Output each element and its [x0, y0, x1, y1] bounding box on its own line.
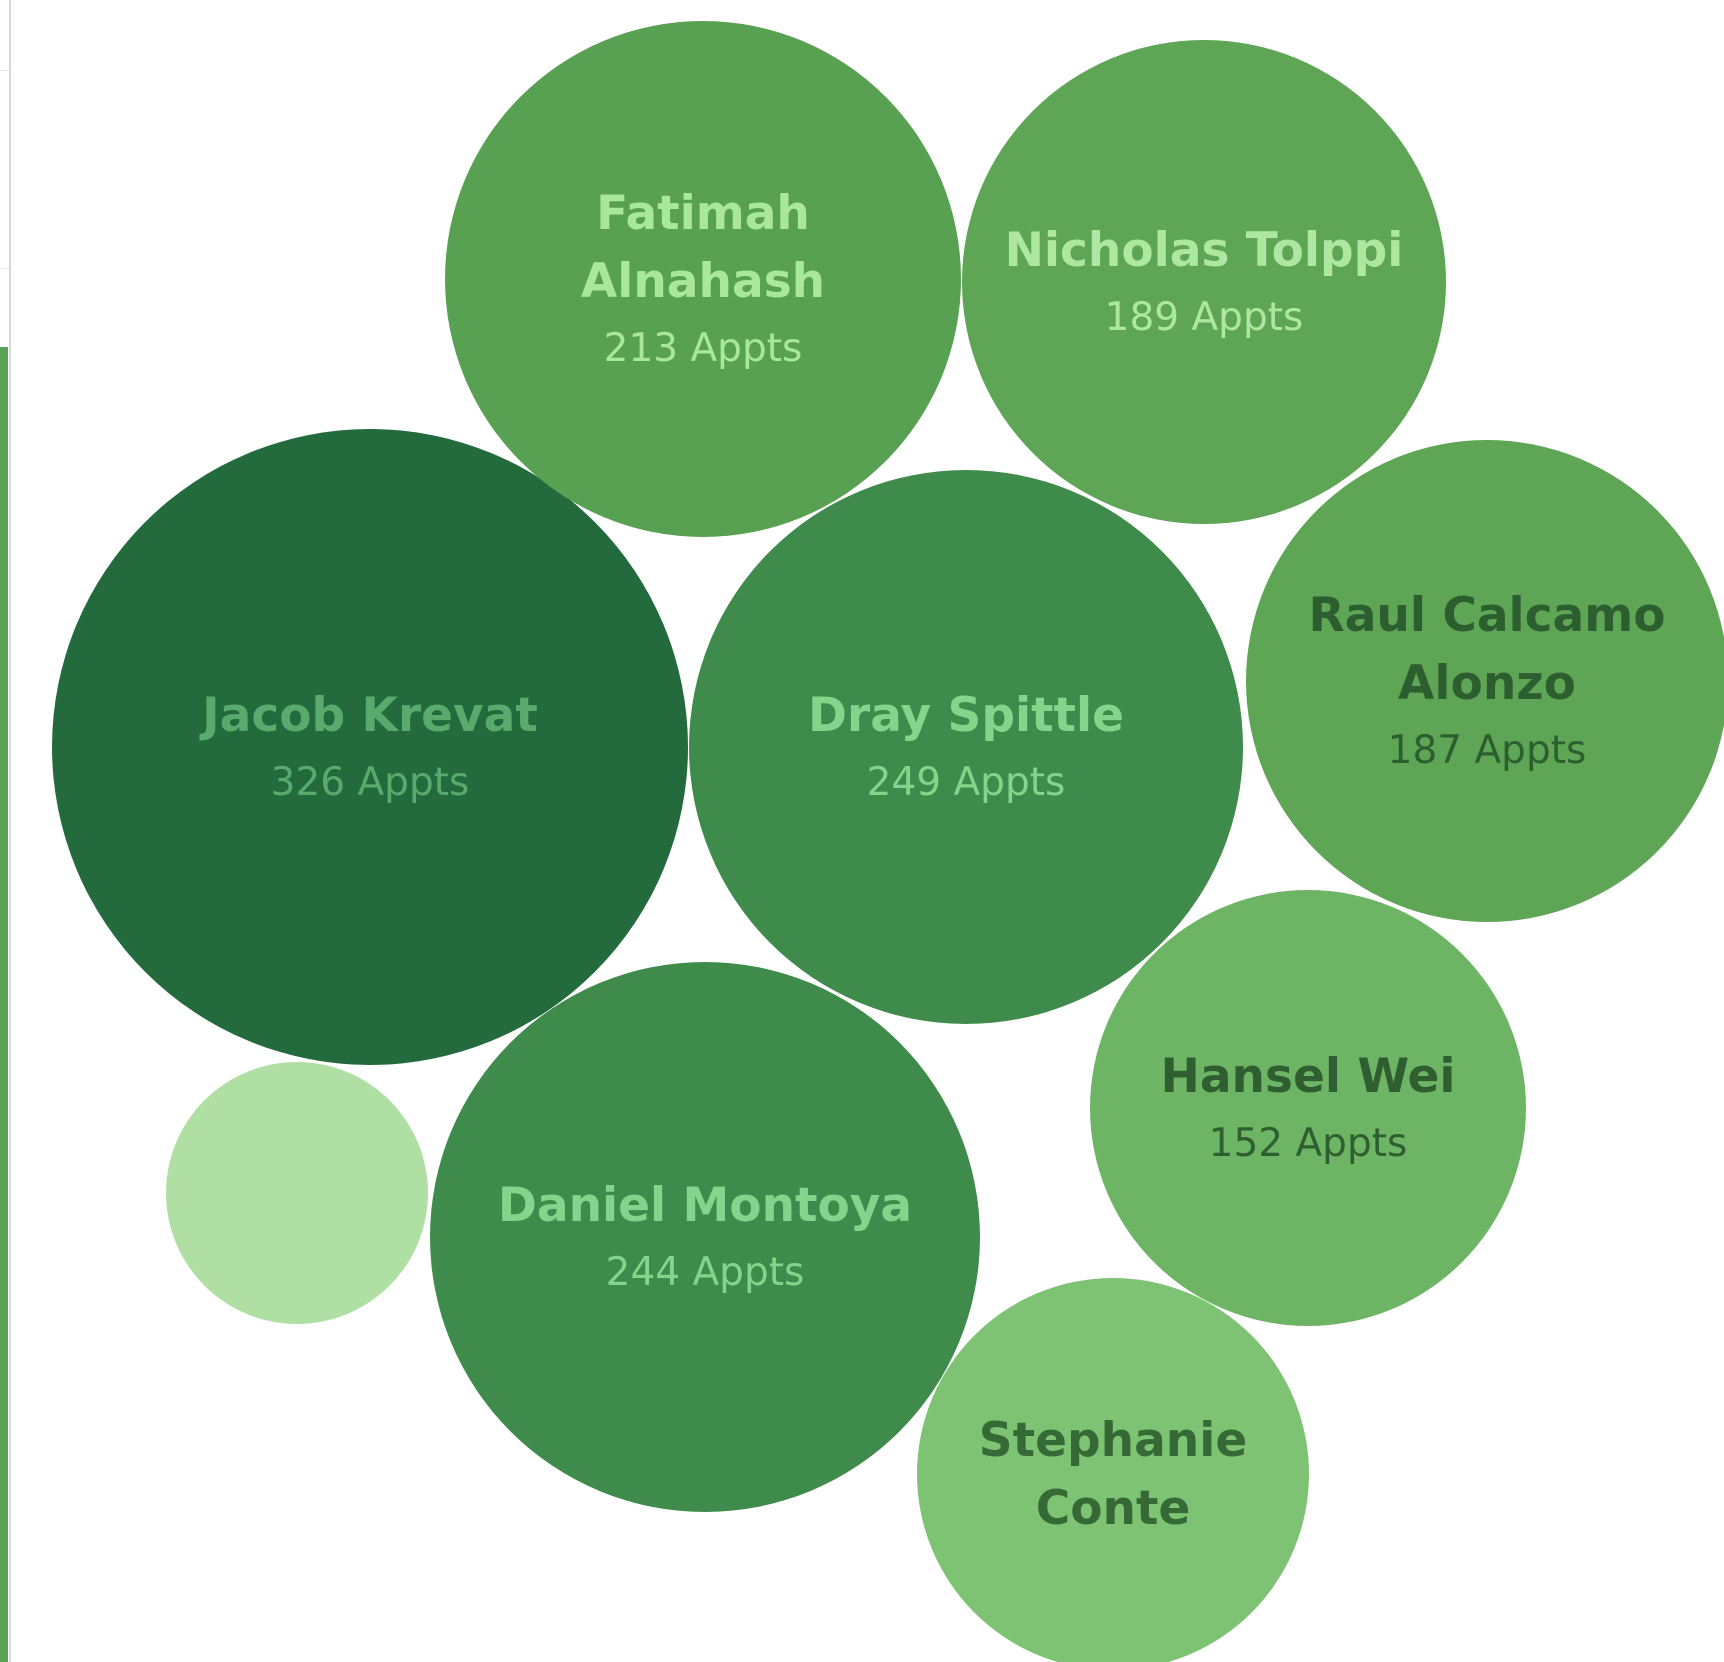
bubble-name-label: Nicholas Tolppi — [1005, 223, 1404, 278]
bubble-name-label: Raul Calcamo — [1309, 588, 1666, 643]
bubble-name-label: Jacob Krevat — [199, 688, 538, 743]
bubble-value-label: 187 Appts — [1388, 728, 1587, 773]
bubble-group[interactable]: Fatimah Alnahash 213 Appts — [445, 21, 961, 537]
bubble[interactable] — [52, 429, 688, 1065]
bubble-value-label: 213 Appts — [604, 326, 803, 371]
left-accent-bar — [0, 347, 8, 1662]
bubble-group[interactable]: Stephanie Conte — [917, 1278, 1309, 1662]
bubble[interactable] — [1090, 890, 1526, 1326]
bubble[interactable] — [430, 962, 980, 1512]
bubble[interactable] — [445, 21, 961, 537]
bubble-name-label: Conte — [1036, 1481, 1191, 1536]
bubble-group[interactable]: Hansel Wei 152 Appts — [1090, 890, 1526, 1326]
bubble-value-label: 326 Appts — [271, 760, 470, 805]
bubble-value-label: 152 Appts — [1209, 1121, 1408, 1166]
bubble-name-label: Alnahash — [581, 254, 825, 309]
bubble-name-label: Hansel Wei — [1161, 1049, 1456, 1104]
bubble[interactable] — [1246, 440, 1724, 922]
bubble-value-label: 189 Appts — [1105, 295, 1304, 340]
bubble-name-label: Dray Spittle — [808, 688, 1124, 743]
bubble-group[interactable]: Daniel Montoya 244 Appts — [430, 962, 980, 1512]
left-divider — [9, 0, 11, 1662]
bubble[interactable] — [917, 1278, 1309, 1662]
bubble[interactable] — [962, 40, 1446, 524]
bubble[interactable] — [689, 470, 1243, 1024]
bubble-value-label: 244 Appts — [606, 1250, 805, 1295]
left-divider-tick — [0, 268, 9, 269]
bubble-value-label: 249 Appts — [867, 760, 1066, 805]
bubble-name-label: Daniel Montoya — [498, 1178, 912, 1233]
bubble[interactable] — [166, 1062, 428, 1324]
bubble-group[interactable]: Raul Calcamo Alonzo 187 Appts — [1246, 440, 1724, 922]
left-divider-tick — [0, 70, 9, 71]
bubble-group[interactable] — [166, 1062, 428, 1324]
bubble-group[interactable]: Dray Spittle 249 Appts — [689, 470, 1243, 1024]
bubble-name-label: Alonzo — [1398, 656, 1576, 711]
bubble-group[interactable]: Nicholas Tolppi 189 Appts — [962, 40, 1446, 524]
bubble-name-label: Stephanie — [979, 1413, 1247, 1468]
bubble-group[interactable]: Jacob Krevat 326 Appts — [52, 429, 688, 1065]
bubble-name-label: Fatimah — [596, 186, 810, 241]
